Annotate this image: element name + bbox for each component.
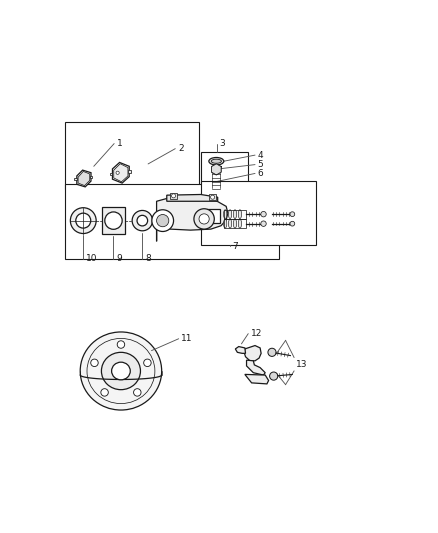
Circle shape [290, 221, 295, 226]
Text: 12: 12 [251, 329, 262, 338]
Bar [201, 181, 316, 245]
Circle shape [76, 213, 91, 228]
Text: 9: 9 [116, 254, 122, 263]
Polygon shape [235, 346, 246, 353]
Bar [224, 210, 246, 219]
Ellipse shape [233, 219, 237, 228]
Text: 7: 7 [232, 241, 238, 251]
Bar [65, 122, 199, 189]
Ellipse shape [238, 219, 242, 228]
Polygon shape [128, 170, 131, 173]
Ellipse shape [87, 338, 155, 403]
Bar [102, 207, 124, 234]
Ellipse shape [233, 210, 237, 219]
Text: 1: 1 [117, 139, 123, 148]
Polygon shape [170, 193, 177, 199]
Circle shape [101, 389, 108, 396]
Polygon shape [90, 176, 92, 179]
Polygon shape [110, 173, 113, 175]
Circle shape [134, 389, 141, 396]
Circle shape [91, 359, 98, 367]
Circle shape [157, 214, 169, 227]
Ellipse shape [229, 210, 232, 219]
Circle shape [137, 215, 148, 226]
Ellipse shape [80, 332, 162, 410]
Circle shape [199, 214, 209, 224]
Circle shape [261, 212, 266, 217]
Circle shape [268, 348, 276, 357]
Circle shape [194, 209, 214, 229]
Circle shape [71, 208, 96, 233]
Bar [65, 184, 279, 259]
Polygon shape [247, 360, 265, 375]
Polygon shape [156, 196, 228, 241]
Ellipse shape [223, 210, 227, 219]
Polygon shape [244, 345, 261, 361]
Bar [224, 219, 246, 228]
Ellipse shape [209, 157, 224, 165]
Bar [207, 209, 220, 223]
Polygon shape [245, 374, 268, 384]
Circle shape [290, 212, 295, 216]
Circle shape [172, 194, 176, 198]
Text: 3: 3 [220, 139, 226, 148]
Polygon shape [77, 170, 91, 187]
Text: 8: 8 [145, 254, 151, 263]
Ellipse shape [223, 219, 227, 228]
Text: 6: 6 [258, 169, 264, 178]
Polygon shape [114, 164, 128, 182]
Circle shape [132, 211, 152, 231]
Circle shape [270, 372, 278, 380]
Circle shape [117, 341, 125, 348]
Circle shape [116, 171, 119, 174]
Polygon shape [113, 163, 129, 183]
Text: 4: 4 [258, 151, 263, 159]
Ellipse shape [112, 362, 130, 380]
Polygon shape [209, 195, 216, 200]
Text: 11: 11 [181, 334, 193, 343]
Circle shape [105, 212, 122, 229]
Ellipse shape [238, 210, 242, 219]
Polygon shape [212, 164, 221, 175]
Polygon shape [74, 178, 77, 181]
Circle shape [144, 359, 151, 367]
Polygon shape [167, 195, 218, 201]
Circle shape [152, 210, 173, 231]
Ellipse shape [229, 219, 232, 228]
Text: 2: 2 [178, 144, 184, 153]
Circle shape [261, 221, 266, 227]
Ellipse shape [211, 159, 222, 163]
Ellipse shape [102, 352, 141, 390]
Text: 10: 10 [86, 254, 98, 263]
Text: 13: 13 [296, 360, 307, 369]
Bar [201, 152, 248, 191]
Text: 5: 5 [258, 160, 264, 169]
Circle shape [211, 195, 215, 199]
Polygon shape [78, 172, 90, 185]
